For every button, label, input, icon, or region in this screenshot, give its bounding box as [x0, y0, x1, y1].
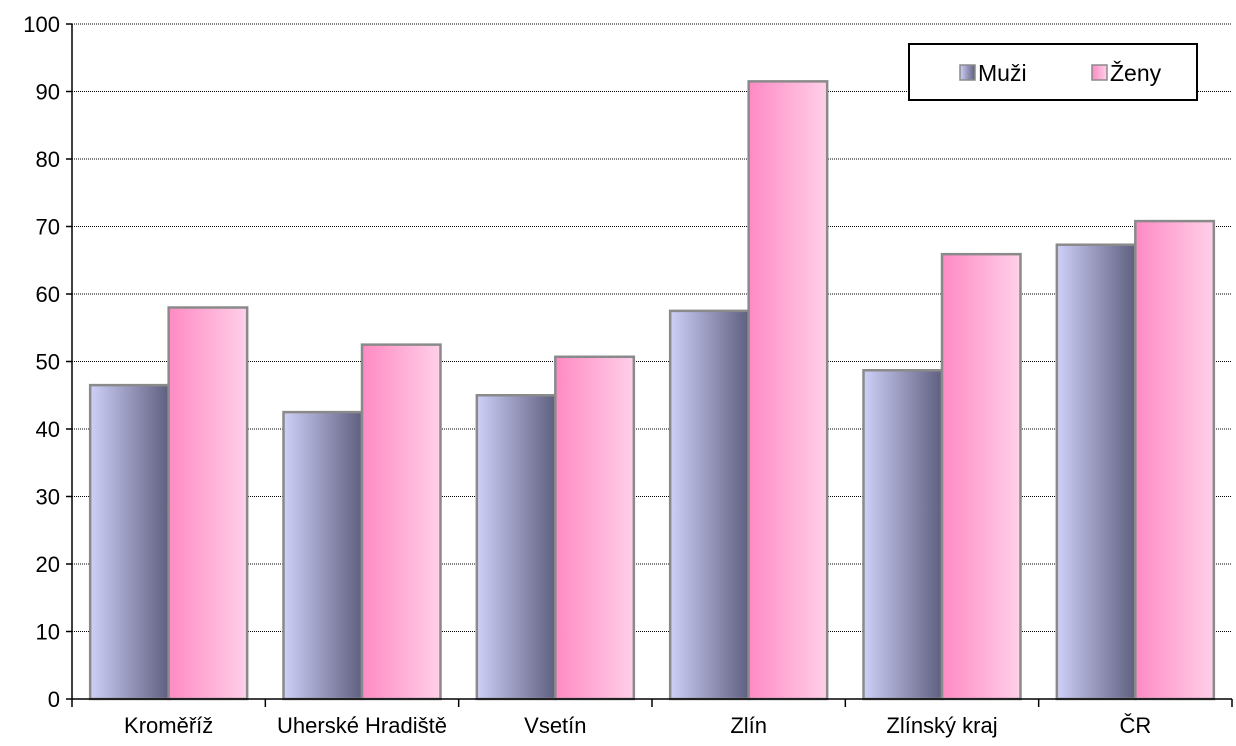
y-tick-label: 50: [36, 350, 60, 375]
gridlines: [72, 23, 1232, 632]
bar-muzi: [88, 383, 170, 701]
y-tick-label: 80: [36, 147, 60, 172]
axes: [66, 23, 1233, 707]
legend: Muži Ženy: [908, 43, 1198, 101]
y-tick-label: 100: [23, 12, 60, 37]
x-tick-label: Zlínský kraj: [886, 713, 997, 738]
y-tick-label: 30: [36, 485, 60, 510]
bar-zeny: [554, 355, 636, 701]
bar-muzi: [475, 394, 557, 701]
bar-muzi: [1055, 243, 1137, 701]
bar-muzi: [668, 309, 750, 701]
x-tick-label: ČR: [1119, 713, 1151, 738]
bars: [88, 80, 1216, 701]
x-tick-label: Vsetín: [524, 713, 586, 738]
legend-swatch-zeny: [1091, 64, 1108, 81]
bar-muzi: [282, 410, 364, 701]
bar-zeny: [747, 80, 829, 701]
x-tick-label: Uherské Hradiště: [277, 713, 447, 738]
y-tick-label: 40: [36, 417, 60, 442]
y-tick-label: 10: [36, 620, 60, 645]
y-tick-label: 90: [36, 80, 60, 105]
tick-labels: 0 10 20 30 40 50 60 70 80 90 100 Kroměříž Uherské Hr…: [23, 12, 1151, 738]
legend-label-muzi: Muži: [978, 60, 1027, 86]
bar-zeny: [360, 343, 442, 701]
bar-muzi: [862, 369, 944, 701]
legend-label-zeny: Ženy: [1110, 60, 1162, 86]
y-tick-label: 70: [36, 215, 60, 240]
y-tick-label: 0: [48, 687, 60, 712]
bar-zeny: [167, 306, 249, 701]
x-tick-label: Zlín: [730, 713, 767, 738]
y-tick-label: 20: [36, 552, 60, 577]
bar-zeny: [1134, 219, 1216, 701]
bar-zeny: [940, 252, 1022, 701]
legend-swatch-muzi: [959, 64, 976, 81]
x-tick-label: Kroměříž: [124, 713, 213, 738]
y-tick-label: 60: [36, 282, 60, 307]
legend-box: [908, 43, 1198, 101]
